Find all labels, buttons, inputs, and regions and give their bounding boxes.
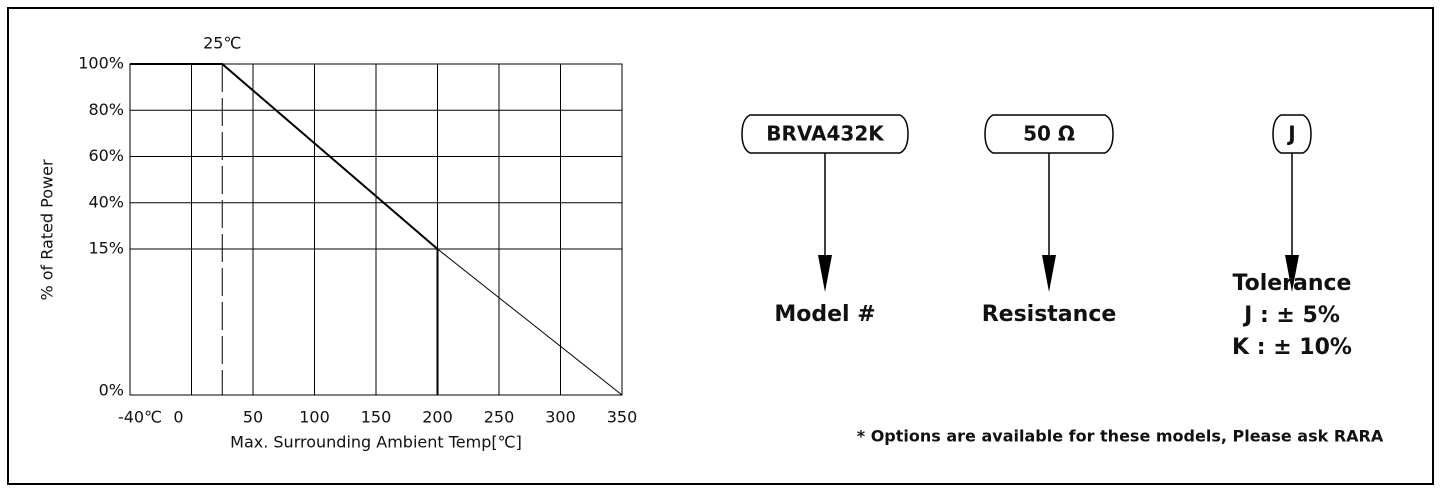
y-tick-label: 0% xyxy=(99,381,124,400)
y-tick-label: 60% xyxy=(88,146,124,165)
x-tick-label: 300 xyxy=(545,408,576,427)
y-tick-label: 80% xyxy=(88,100,124,119)
code-label: Model # xyxy=(774,302,875,327)
code-box xyxy=(1272,114,1312,154)
y-tick-label: 100% xyxy=(78,54,124,73)
code-label: K : ± 10% xyxy=(1232,335,1352,360)
x-tick-label: 350 xyxy=(607,408,638,427)
x-tick-label: 250 xyxy=(484,408,515,427)
code-text: J xyxy=(1286,122,1295,146)
y-tick-label: 40% xyxy=(88,192,124,211)
x-tick-label: 0 xyxy=(173,408,183,427)
line xyxy=(437,248,623,396)
code-label: Tolerance xyxy=(1233,271,1352,296)
code-text: 50 Ω xyxy=(1023,122,1075,146)
y-tick-label: 15% xyxy=(88,239,124,258)
x-tick-label: 200 xyxy=(422,408,453,427)
arrow-head xyxy=(1285,255,1299,292)
reference-label: 25℃ xyxy=(203,34,241,53)
line xyxy=(130,63,439,250)
code-box xyxy=(741,114,909,154)
x-tick-label: 150 xyxy=(361,408,392,427)
x-tick-label: 50 xyxy=(243,408,263,427)
note: * Options are available for these models… xyxy=(857,427,1384,446)
x-tick-label: 100 xyxy=(299,408,330,427)
arrow-head xyxy=(818,255,832,292)
x-tick-label: -40℃ xyxy=(118,408,162,427)
frame xyxy=(7,7,1434,485)
code-label: Resistance xyxy=(982,302,1117,327)
y-axis-label: % of Rated Power xyxy=(38,159,57,301)
code-text: BRVA432K xyxy=(766,122,885,146)
code-box xyxy=(984,114,1114,154)
x-axis-label: Max. Surrounding Ambient Temp[℃] xyxy=(230,433,522,452)
arrow-head xyxy=(1042,255,1056,292)
code-label: J : ± 5% xyxy=(1242,303,1340,328)
